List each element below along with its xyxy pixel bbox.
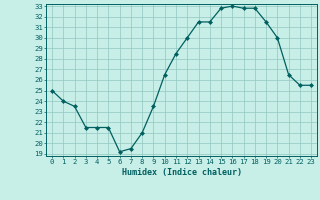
X-axis label: Humidex (Indice chaleur): Humidex (Indice chaleur) xyxy=(122,168,242,177)
